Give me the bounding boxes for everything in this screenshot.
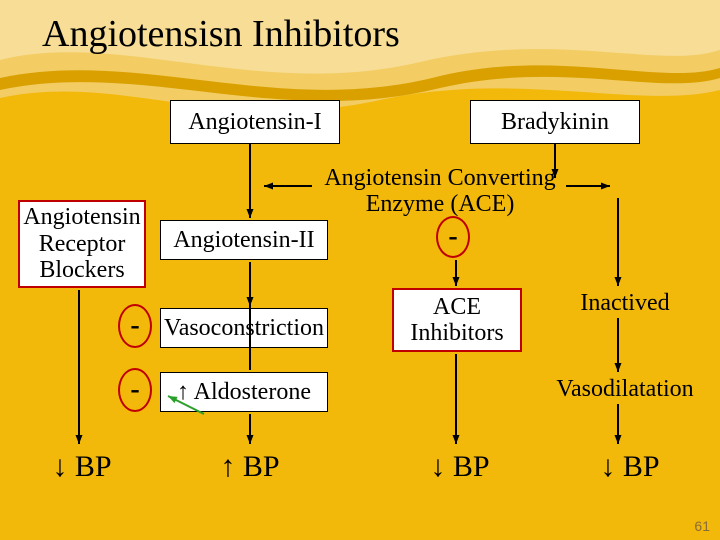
box-angiotensin-ii: Angiotensin-II (160, 220, 328, 260)
label-bp-down-2: ↓ BP (410, 450, 510, 483)
page-number: 61 (694, 518, 710, 534)
text: ↑ BP (220, 450, 279, 483)
text: ↓ BP (430, 450, 489, 483)
label-bp-down-1: ↓ BP (32, 450, 132, 483)
box-label: Vasoconstriction (164, 315, 324, 341)
text: Inactived (580, 290, 669, 316)
box-label: Angiotensin-II (173, 227, 314, 253)
box-ace-inhibitors: ACEInhibitors (392, 288, 522, 352)
label-vasodilatation: Vasodilatation (540, 376, 710, 402)
label-inactived: Inactived (560, 290, 690, 316)
box-angiotensin-i: Angiotensin-I (170, 100, 340, 144)
minus-icon: - (130, 374, 139, 406)
text: Angiotensin ConvertingEnzyme (ACE) (324, 165, 555, 217)
text: ↓ BP (600, 450, 659, 483)
slide-title: Angiotensisn Inhibitors (42, 12, 400, 56)
box-label: Angiotensin-I (188, 109, 321, 135)
box-vasoconstriction: Vasoconstriction (160, 308, 328, 348)
label-bp-down-3: ↓ BP (580, 450, 680, 483)
label-ace-enzyme: Angiotensin ConvertingEnzyme (ACE) (310, 165, 570, 218)
minus-icon: - (448, 221, 457, 253)
inhibit-marker-1: - (118, 304, 152, 348)
text: ↓ BP (52, 450, 111, 483)
box-label: ACEInhibitors (410, 294, 503, 347)
box-angiotensin-receptor-blockers: AngiotensinReceptorBlockers (18, 200, 146, 288)
inhibit-marker-2: - (118, 368, 152, 412)
box-aldosterone: ↑ Aldosterone (160, 372, 328, 412)
text: Vasodilatation (556, 376, 693, 402)
label-bp-up: ↑ BP (200, 450, 300, 483)
minus-icon: - (130, 310, 139, 342)
box-bradykinin: Bradykinin (470, 100, 640, 144)
box-label: Bradykinin (501, 109, 609, 135)
box-label: AngiotensinReceptorBlockers (23, 204, 140, 283)
box-label: ↑ Aldosterone (177, 379, 311, 405)
inhibit-marker-3: - (436, 216, 470, 258)
